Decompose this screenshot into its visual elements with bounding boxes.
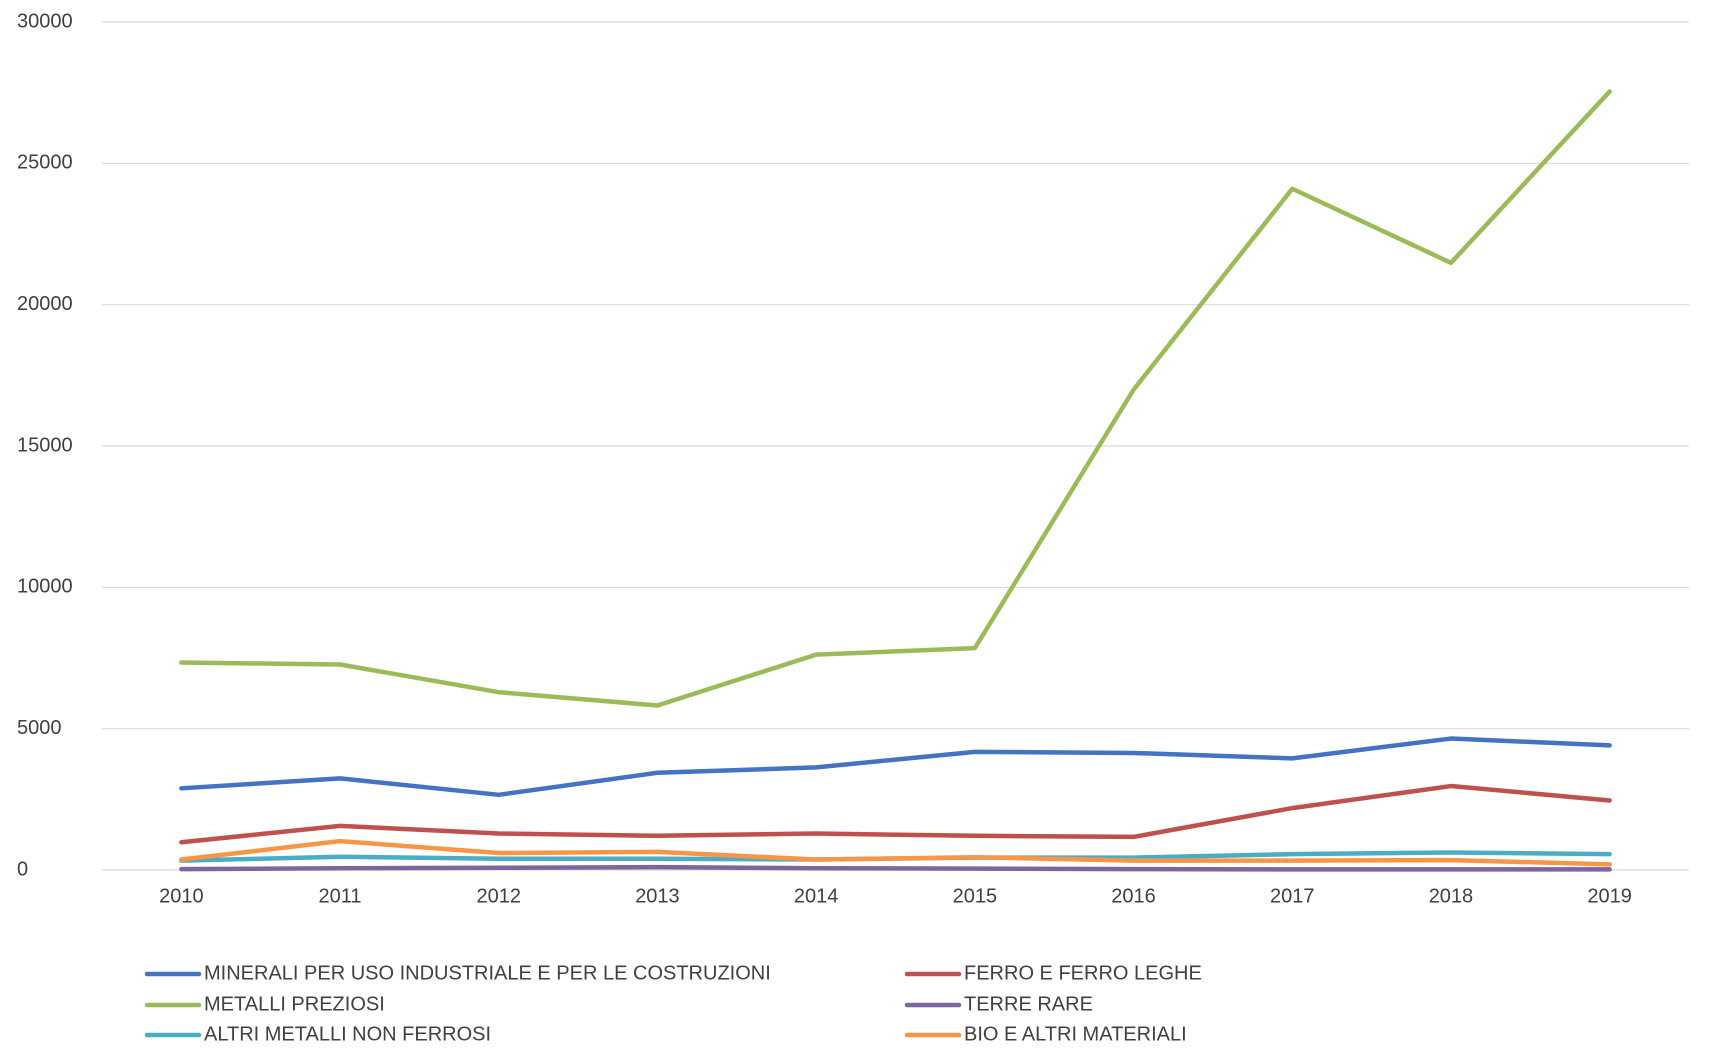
x-tick-label: 2013 bbox=[635, 885, 680, 907]
x-tick-label: 2015 bbox=[953, 885, 998, 907]
x-tick-label: 2019 bbox=[1587, 885, 1632, 907]
y-tick-label: 20000 bbox=[17, 293, 73, 315]
x-tick-label: 2018 bbox=[1429, 885, 1474, 907]
series-line bbox=[179, 783, 1612, 845]
y-tick-label: 30000 bbox=[17, 10, 73, 32]
y-tick-label: 10000 bbox=[17, 576, 73, 598]
legend-label: ALTRI METALLI NON FERROSI bbox=[204, 1023, 491, 1045]
x-tick-label: 2014 bbox=[794, 885, 839, 907]
x-tick-label: 2016 bbox=[1111, 885, 1156, 907]
y-tick-label: 15000 bbox=[17, 434, 73, 456]
x-tick-label: 2010 bbox=[159, 885, 204, 907]
x-tick-label: 2017 bbox=[1270, 885, 1315, 907]
legend-label: TERRE RARE bbox=[964, 993, 1093, 1015]
legend-label: FERRO E FERRO LEGHE bbox=[964, 962, 1202, 984]
x-tick-label: 2011 bbox=[319, 885, 362, 907]
legend-label: BIO E ALTRI MATERIALI bbox=[964, 1023, 1187, 1045]
legend-label: METALLI PREZIOSI bbox=[204, 993, 385, 1015]
y-tick-label: 25000 bbox=[17, 152, 73, 174]
y-tick-label: 5000 bbox=[17, 717, 62, 739]
series-line bbox=[179, 89, 1612, 708]
series-line bbox=[179, 838, 1612, 867]
legend-label: MINERALI PER USO INDUSTRIALE E PER LE CO… bbox=[204, 962, 771, 984]
y-tick-label: 0 bbox=[17, 858, 28, 880]
series-line bbox=[179, 736, 1612, 798]
x-tick-label: 2012 bbox=[477, 885, 522, 907]
series-line bbox=[179, 864, 1612, 872]
